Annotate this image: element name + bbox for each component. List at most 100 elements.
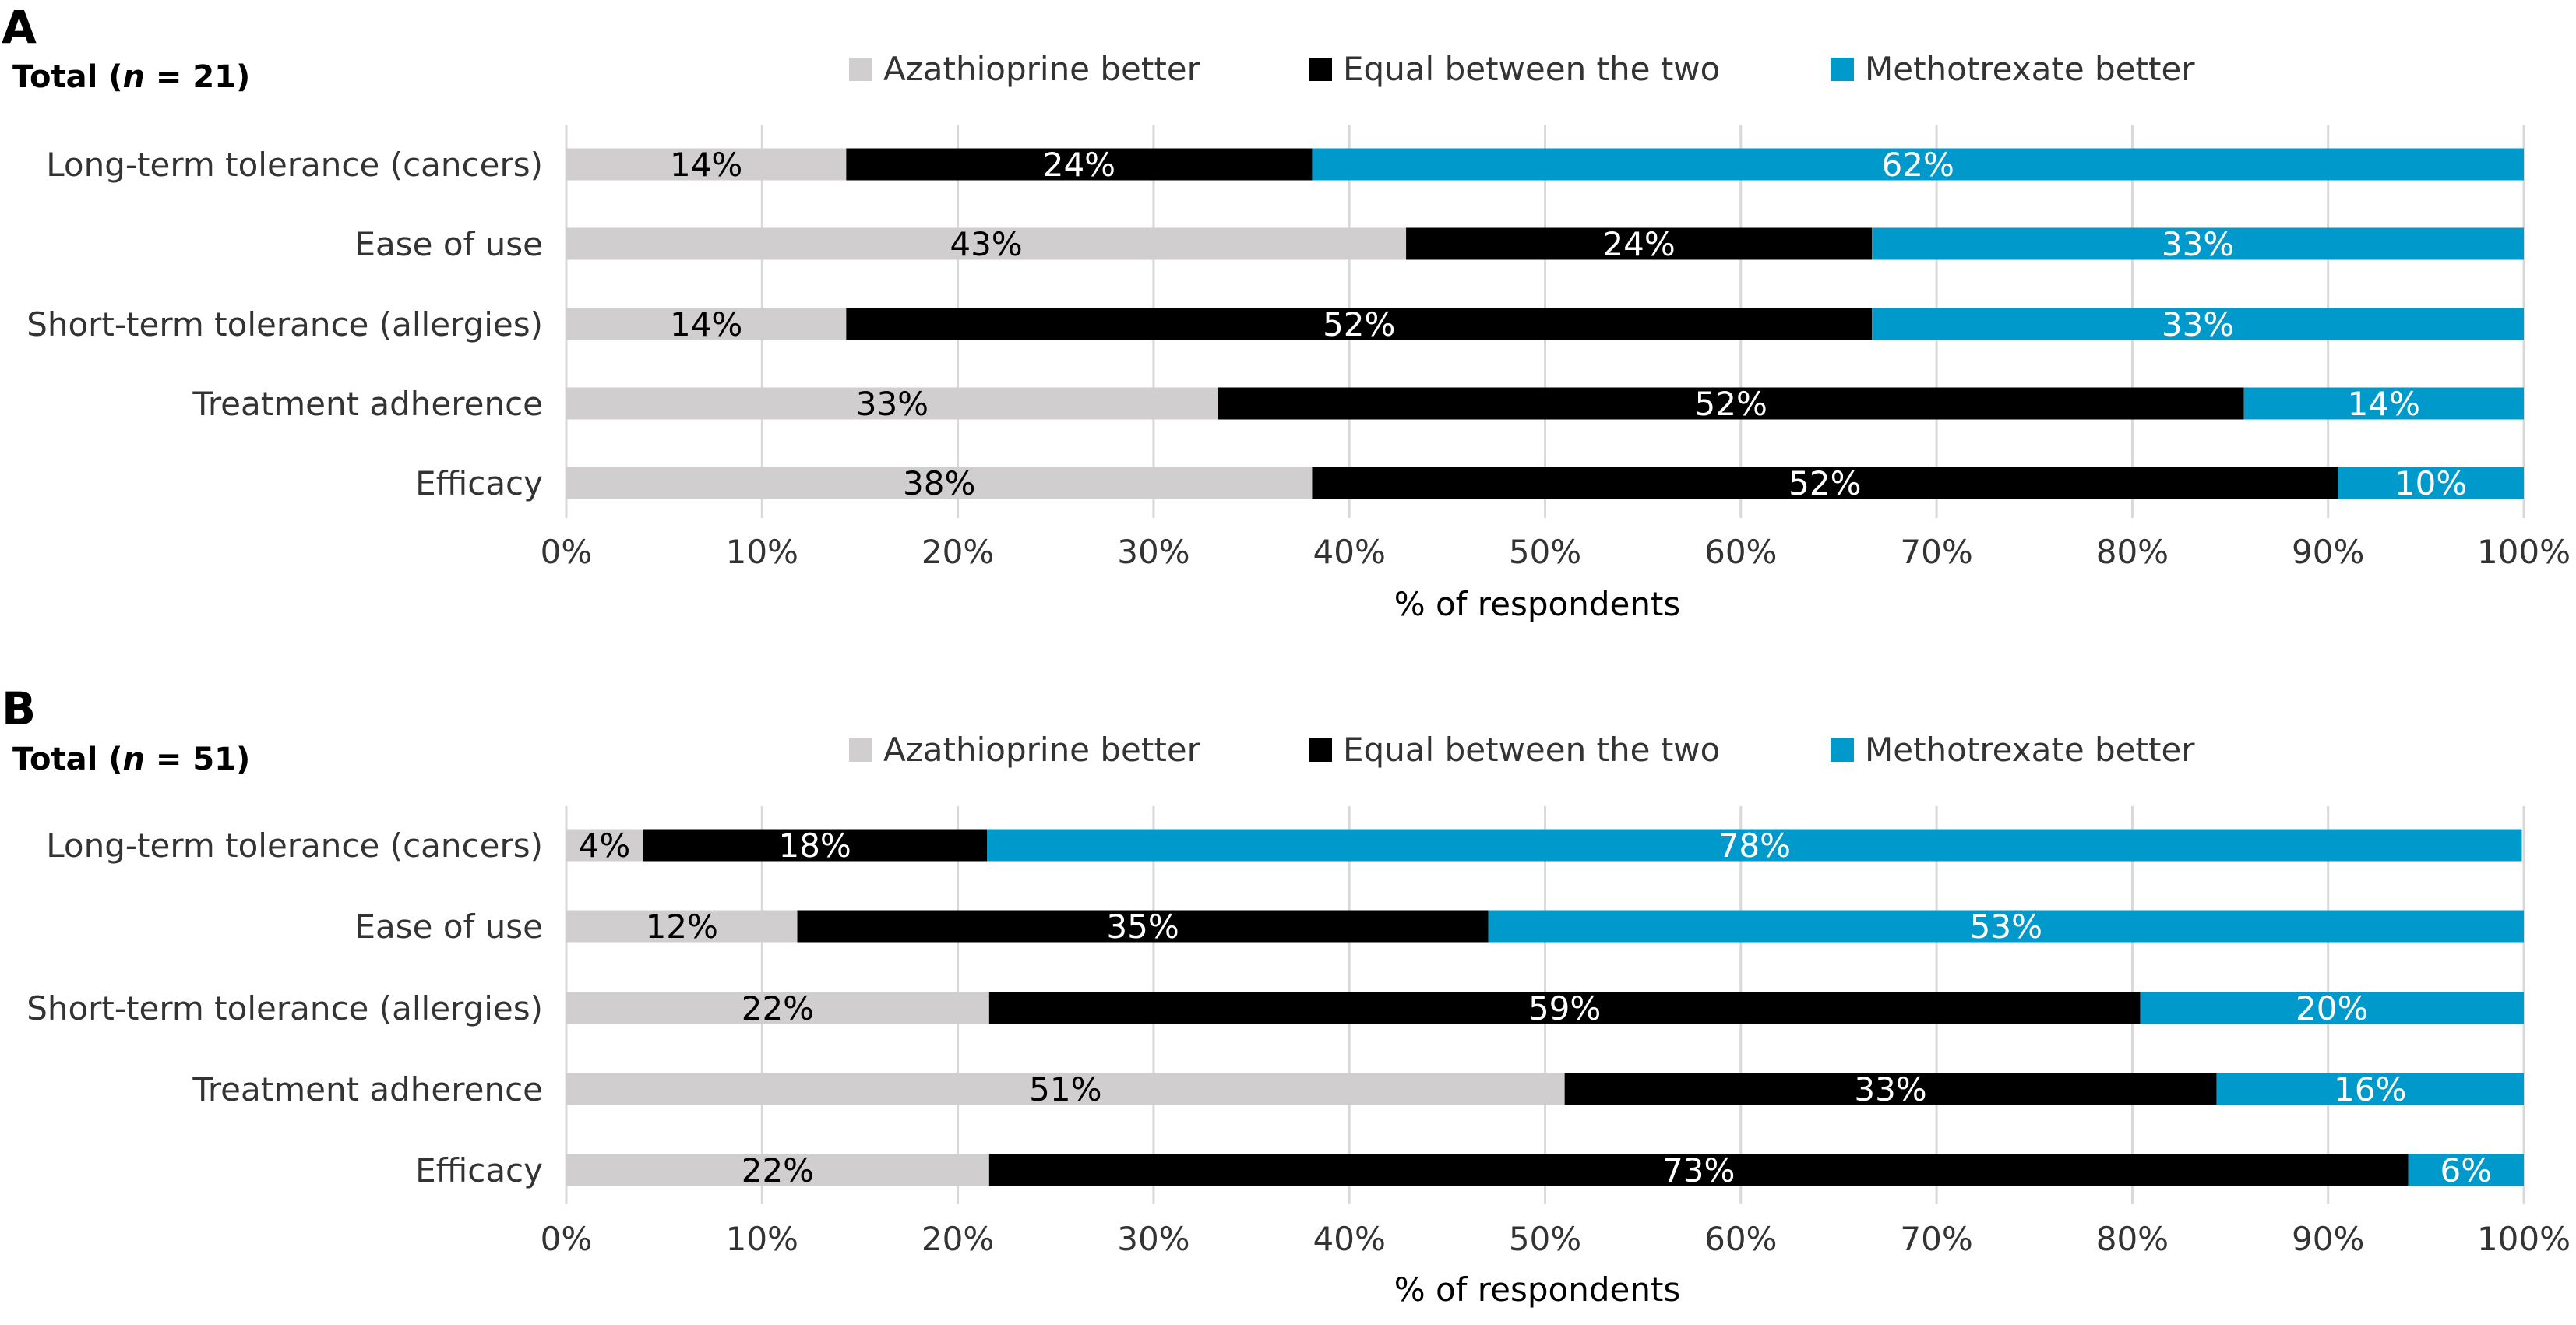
category-label: Efficacy xyxy=(415,1151,543,1189)
data-label: 52% xyxy=(1695,385,1767,423)
bar-segment xyxy=(566,308,847,340)
data-label: 4% xyxy=(579,826,631,865)
legend-swatch xyxy=(849,738,872,762)
legend-item: Azathioprine better xyxy=(849,731,1201,769)
sample-size-prefix: Total ( xyxy=(12,59,122,95)
chart-panel-b: B Total (n = 51) Azathioprine better Equal … xyxy=(2,682,2571,1309)
data-label: 20% xyxy=(2296,989,2368,1027)
x-tick-label: 90% xyxy=(2292,533,2364,571)
bar-segment xyxy=(988,992,2141,1024)
x-tick-label: 100% xyxy=(2477,1220,2571,1258)
data-label: 43% xyxy=(950,225,1022,263)
bar-segment xyxy=(1218,387,2244,420)
bar-segment xyxy=(643,829,988,862)
x-tick-label: 70% xyxy=(1900,1220,1972,1258)
sample-size-symbol: n xyxy=(122,742,144,777)
data-label: 14% xyxy=(670,146,742,184)
category-label: Efficacy xyxy=(415,464,543,502)
data-label: 22% xyxy=(742,989,814,1027)
legend-item: Methotrexate better xyxy=(1831,50,2195,88)
bar-segment xyxy=(566,148,847,181)
sample-size-prefix: Total ( xyxy=(12,742,122,777)
category-label: Long-term tolerance (cancers) xyxy=(46,146,543,184)
x-tick-label: 80% xyxy=(2096,1220,2169,1258)
data-label: 59% xyxy=(1528,989,1601,1027)
data-label: 51% xyxy=(1029,1070,1101,1108)
category-label: Short-term tolerance (allergies) xyxy=(26,305,543,344)
data-label: 10% xyxy=(2395,464,2467,502)
category-label: Treatment adherence xyxy=(192,1070,543,1108)
chart-panel-a: A Total (n = 21) Azathioprine better Equal … xyxy=(2,1,2571,623)
bar-segment xyxy=(2243,387,2524,420)
panel-letter: B xyxy=(2,682,36,735)
category-label: Short-term tolerance (allergies) xyxy=(26,989,543,1027)
legend-swatch xyxy=(1309,738,1332,762)
bar-segment xyxy=(987,829,2522,862)
data-label: 12% xyxy=(646,907,718,946)
data-label: 24% xyxy=(1043,146,1115,184)
bar-segment xyxy=(2408,1154,2524,1186)
x-tick-label: 10% xyxy=(726,533,798,571)
data-label: 16% xyxy=(2334,1070,2406,1108)
x-tick-label: 0% xyxy=(541,1220,593,1258)
x-tick-label: 50% xyxy=(1509,1220,1581,1258)
bar-segment xyxy=(1872,227,2524,260)
legend-swatch xyxy=(1831,738,1854,762)
legend-label: Azathioprine better xyxy=(883,731,1201,769)
legend-swatch xyxy=(1309,58,1332,81)
legend-label: Equal between the two xyxy=(1343,731,1720,769)
legend-item: Equal between the two xyxy=(1309,731,1720,769)
sample-size-suffix: = 21) xyxy=(145,59,250,95)
bar-segment xyxy=(566,1154,989,1186)
legend-label: Azathioprine better xyxy=(883,50,1201,88)
data-label: 33% xyxy=(2162,225,2234,263)
legend-label: Methotrexate better xyxy=(1865,731,2195,769)
data-label: 62% xyxy=(1882,146,1954,184)
data-label: 33% xyxy=(856,385,929,423)
x-tick-label: 50% xyxy=(1509,533,1581,571)
x-tick-label: 40% xyxy=(1313,533,1386,571)
legend-item: Azathioprine better xyxy=(849,50,1201,88)
bar-segment xyxy=(1312,467,2338,499)
bar-segment xyxy=(1564,1073,2217,1105)
x-tick-label: 30% xyxy=(1117,1220,1189,1258)
legend-item: Methotrexate better xyxy=(1831,731,2195,769)
legend-swatch xyxy=(1831,58,1854,81)
data-label: 14% xyxy=(2348,385,2420,423)
bar-segment xyxy=(988,1154,2409,1186)
data-label: 18% xyxy=(778,826,851,865)
x-tick-label: 40% xyxy=(1313,1220,1386,1258)
bar-segment xyxy=(1872,308,2524,340)
x-tick-label: 30% xyxy=(1117,533,1189,571)
bar-segment xyxy=(566,829,643,862)
category-label: Treatment adherence xyxy=(192,385,543,423)
legend: Azathioprine better Equal between the two… xyxy=(849,50,2195,88)
bar-segment xyxy=(566,992,989,1024)
data-label: 6% xyxy=(2440,1151,2493,1189)
data-label: 33% xyxy=(1854,1070,1926,1108)
data-label: 35% xyxy=(1106,907,1179,946)
bar-segment xyxy=(797,910,1489,943)
x-tick-label: 20% xyxy=(922,533,994,571)
x-tick-label: 10% xyxy=(726,1220,798,1258)
bar-segment xyxy=(1406,227,1873,260)
bar-segment xyxy=(566,1073,1565,1105)
x-tick-label: 20% xyxy=(922,1220,994,1258)
bar-segment xyxy=(1312,148,2524,181)
data-label: 53% xyxy=(1970,907,2042,946)
bar-segment xyxy=(566,387,1218,420)
x-tick-label: 80% xyxy=(2096,533,2169,571)
x-tick-label: 60% xyxy=(1704,533,1777,571)
sample-size-label: Total (n = 21) xyxy=(12,59,250,95)
category-label: Ease of use xyxy=(354,907,543,946)
category-label: Ease of use xyxy=(354,225,543,263)
sample-size-label: Total (n = 51) xyxy=(12,742,250,777)
x-tick-label: 70% xyxy=(1900,533,1972,571)
bar-segment xyxy=(566,467,1313,499)
legend-label: Methotrexate better xyxy=(1865,50,2195,88)
data-label: 52% xyxy=(1788,464,1861,502)
data-label: 78% xyxy=(1718,826,1791,865)
category-label: Long-term tolerance (cancers) xyxy=(46,826,543,865)
x-tick-label: 90% xyxy=(2292,1220,2364,1258)
